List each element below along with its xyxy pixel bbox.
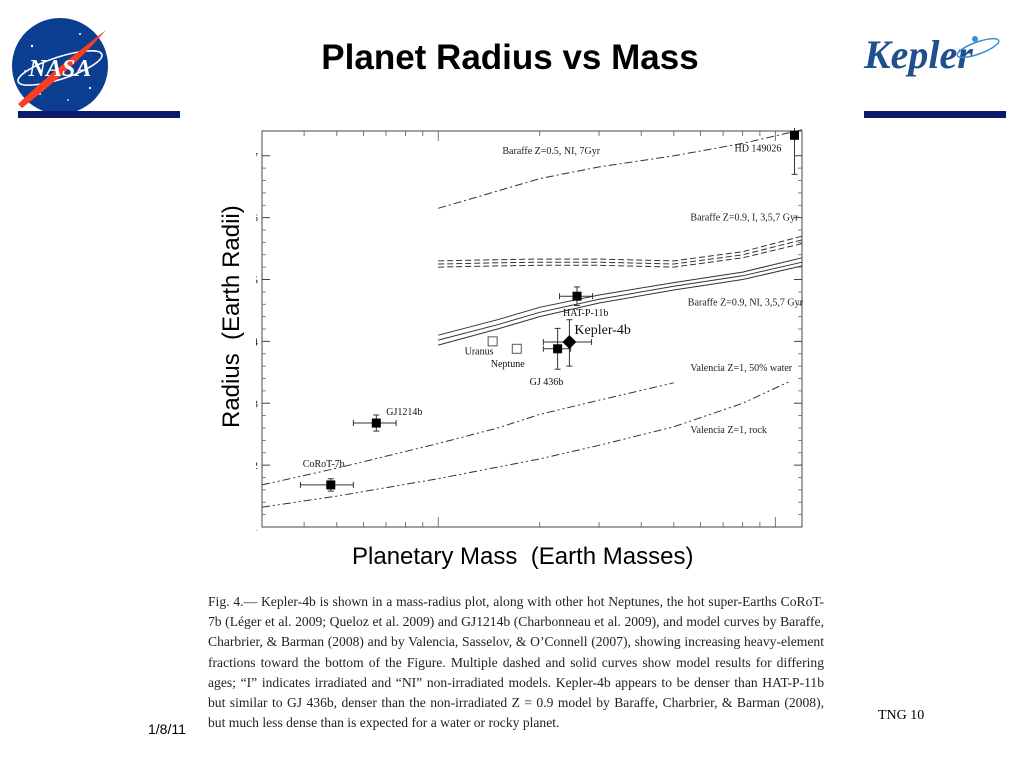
model-curve	[438, 129, 803, 209]
x-axis-label: Planetary Mass (Earth Masses)	[352, 543, 694, 570]
curve-label: Baraffe Z=0.9, NI, 3,5,7 Gyr	[688, 297, 804, 308]
model-curves: Baraffe Z=0.5, NI, 7Gyr Baraffe Z=0.9, I,…	[261, 129, 804, 508]
plot-frame	[261, 130, 803, 528]
header-rule-left	[18, 111, 180, 118]
model-curve	[438, 235, 803, 262]
kepler-logo-text: Kepler	[863, 32, 973, 77]
point-marker	[553, 344, 563, 354]
y-tick-label: 2	[256, 460, 258, 472]
y-tick-label: 3	[256, 398, 259, 410]
point-label: HAT-P-11b	[563, 308, 608, 319]
y-tick-label: 4	[256, 336, 259, 348]
point-marker	[511, 343, 522, 354]
model-curve	[438, 265, 803, 346]
y-tick-label: 1	[256, 522, 258, 533]
model-curve	[438, 243, 803, 268]
model-curve	[438, 239, 803, 265]
point-label: CoRoT-7b	[303, 459, 345, 470]
model-curve	[438, 261, 803, 341]
y-axis-label: Radius (Earth Radii)	[218, 205, 245, 428]
slide-number: TNG 10	[878, 708, 925, 723]
point-marker	[487, 336, 498, 347]
point-marker	[572, 291, 582, 301]
point-label: Kepler-4b	[574, 323, 630, 338]
point-label: GJ 436b	[530, 377, 564, 388]
axis-ticks: 123456700	[256, 131, 802, 533]
point-label: Uranus	[465, 346, 494, 357]
point-marker	[326, 480, 336, 490]
mass-radius-plot: 123456700 Baraffe Z=0.5, NI, 7GyrBaraffe…	[256, 128, 806, 533]
point-marker	[562, 334, 577, 349]
curve-label: Baraffe Z=0.5, NI, 7Gyr	[502, 146, 600, 157]
point-label: HD 149026	[734, 143, 781, 154]
nasa-logo: NASA	[12, 18, 108, 114]
point-label: GJ1214b	[386, 407, 422, 418]
data-points	[299, 128, 799, 492]
point-labels: CoRoT-7b GJ1214b Uranus Neptune GJ 436b HAT-P…	[303, 143, 782, 470]
nasa-logo-text: NASA	[28, 56, 92, 82]
y-tick-label: 6	[256, 213, 259, 225]
slide-title: Planet Radius vs Mass	[321, 38, 699, 77]
curve-label: Valencia Z=1, 50% water	[690, 363, 792, 374]
y-tick-label: 5	[256, 275, 259, 287]
header-rule-right	[864, 111, 1006, 118]
kepler-logo: Kepler	[863, 32, 1000, 77]
curve-label: Baraffe Z=0.9, I, 3,5,7 Gyr	[690, 213, 799, 224]
point-label: Neptune	[491, 359, 525, 370]
curve-label: Valencia Z=1, rock	[690, 425, 766, 436]
point-marker	[371, 418, 381, 428]
figure-caption: Fig. 4.— Kepler-4b is shown in a mass-ra…	[208, 594, 824, 731]
y-tick-label: 7	[256, 151, 259, 163]
model-curve	[438, 257, 803, 336]
slide-date: 1/8/11	[148, 721, 186, 737]
point-marker	[789, 130, 799, 140]
model-curve	[261, 382, 674, 486]
